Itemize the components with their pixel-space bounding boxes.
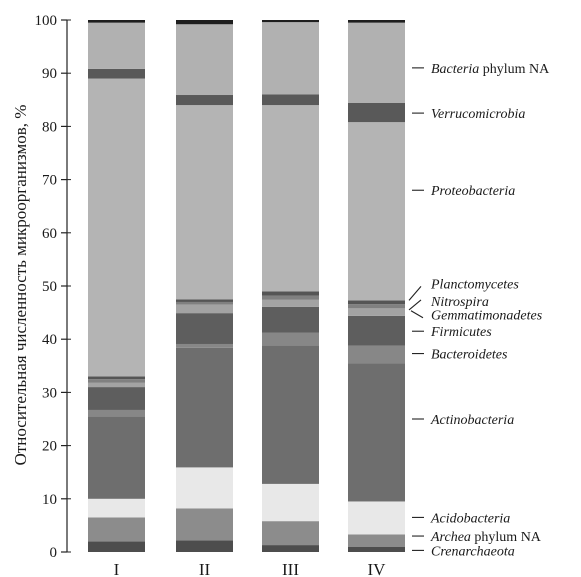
y-tick-label: 0	[50, 545, 58, 561]
legend-label: Acidobacteria	[430, 511, 510, 526]
bar-segment-7-III	[262, 300, 319, 307]
legend-label: Gemmatimonadetes	[431, 309, 543, 324]
bar-segment-11-I	[88, 69, 145, 79]
bar-segment-8-I	[88, 379, 145, 383]
legend-leader-line	[409, 300, 421, 310]
y-tick-label: 30	[42, 385, 57, 401]
bar-segment-8-IV	[348, 304, 405, 308]
bar-segment-13-II	[176, 20, 233, 24]
bar-segment-11-II	[176, 95, 233, 105]
bar-segment-1-II	[176, 540, 233, 552]
bar-segment-9-I	[88, 376, 145, 379]
bar-segment-7-I	[88, 383, 145, 387]
bar-segment-8-III	[262, 296, 319, 300]
bar-segment-2-I	[88, 517, 145, 541]
bar-segment-9-III	[262, 291, 319, 295]
bar-segment-4-I	[88, 416, 145, 498]
bar-segment-7-II	[176, 305, 233, 314]
y-tick-label: 80	[42, 119, 57, 135]
x-axis-labels: I II III IV	[114, 560, 387, 577]
bar-segment-1-III	[262, 545, 319, 552]
y-tick-label: 70	[42, 173, 57, 189]
legend-label: Bacteria phylum NA	[431, 62, 550, 77]
bar-segment-11-IV	[348, 103, 405, 122]
bar-segment-12-III	[262, 22, 319, 94]
legend: Bacteria phylum NA Verrucomicrobia Proteob…	[409, 62, 550, 560]
bar-segment-6-II	[176, 313, 233, 344]
y-tick-label: 50	[42, 279, 57, 295]
bar-segment-10-IV	[348, 122, 405, 300]
bar-segment-5-II	[176, 344, 233, 348]
x-category-label: IV	[368, 560, 387, 577]
bar-segment-12-IV	[348, 23, 405, 103]
y-axis-label: Относительная численность микроорганизмо…	[11, 105, 30, 466]
y-tick-label: 60	[42, 226, 57, 242]
bar-segment-9-IV	[348, 300, 405, 304]
bar-segment-2-II	[176, 508, 233, 540]
bar-segment-1-IV	[348, 547, 405, 552]
y-tick-label: 90	[42, 66, 57, 82]
bar-segment-7-IV	[348, 308, 405, 315]
x-category-label: III	[282, 560, 299, 577]
legend-label: Nitrospira	[430, 295, 489, 310]
legend-leader-line	[409, 286, 421, 300]
bar-segment-4-II	[176, 348, 233, 468]
bar-segment-10-III	[262, 105, 319, 291]
y-tick-label: 40	[42, 332, 57, 348]
bar-segment-13-III	[262, 20, 319, 22]
bar-segment-11-III	[262, 94, 319, 105]
bar-segment-6-III	[262, 307, 319, 333]
y-axis: 0 10 20 30 40 50 60 70 80 90 100	[35, 13, 72, 561]
bar-segment-10-II	[176, 105, 233, 299]
y-tick-label: 10	[42, 492, 57, 508]
bar-segment-5-IV	[348, 346, 405, 364]
y-tick-label: 100	[35, 13, 58, 29]
bar-segment-9-II	[176, 299, 233, 302]
bars-group	[88, 20, 405, 552]
legend-label: Firmicutes	[430, 325, 492, 340]
bar-segment-12-I	[88, 23, 145, 69]
bar-segment-2-III	[262, 521, 319, 545]
legend-label: Bacteroidetes	[431, 348, 508, 363]
bar-segment-4-IV	[348, 363, 405, 501]
bar-segment-3-III	[262, 484, 319, 521]
legend-label: Planctomycetes	[430, 277, 519, 292]
legend-label: Actinobacteria	[430, 413, 514, 428]
bar-segment-3-II	[176, 467, 233, 508]
legend-label: Crenarchaeota	[431, 544, 515, 559]
x-category-label: II	[199, 560, 211, 577]
bar-segment-5-III	[262, 333, 319, 346]
bar-segment-1-I	[88, 541, 145, 552]
bar-segment-3-IV	[348, 501, 405, 534]
bar-segment-6-IV	[348, 316, 405, 346]
bar-segment-13-I	[88, 20, 145, 23]
bar-segment-12-II	[176, 24, 233, 95]
bar-segment-2-IV	[348, 534, 405, 546]
x-category-label: I	[114, 560, 120, 577]
legend-label: Archea phylum NA	[430, 530, 542, 545]
bar-segment-5-I	[88, 410, 145, 416]
legend-leader-line	[411, 311, 423, 318]
bar-segment-13-IV	[348, 20, 405, 23]
bar-segment-6-I	[88, 387, 145, 410]
legend-label: Proteobacteria	[430, 184, 515, 199]
bar-segment-4-III	[262, 346, 319, 484]
y-tick-label: 20	[42, 439, 57, 455]
bar-segment-8-II	[176, 302, 233, 305]
bar-segment-10-I	[88, 79, 145, 377]
legend-label: Verrucomicrobia	[431, 107, 525, 122]
bar-segment-3-I	[88, 499, 145, 518]
